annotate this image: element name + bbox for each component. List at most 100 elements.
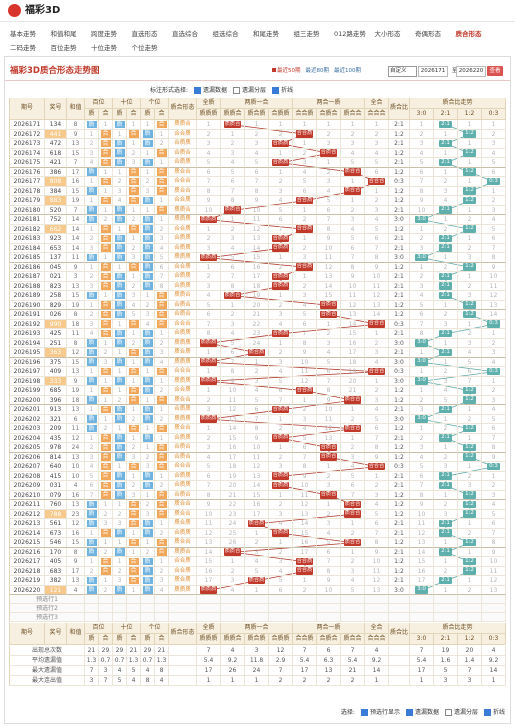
checkbox[interactable] <box>444 709 452 716</box>
to-input[interactable]: 2026220 <box>456 66 486 77</box>
number-cell: 683 <box>45 566 67 576</box>
nav-link[interactable]: 基本走势 <box>10 30 36 38</box>
nav-link[interactable]: 组选综合 <box>212 30 239 38</box>
from-input[interactable]: 2026171 <box>418 66 448 77</box>
hit-label: 质质质 <box>199 586 218 594</box>
logo[interactable]: 福彩3D <box>25 5 61 16</box>
hit-cell: 2:1 <box>434 158 458 168</box>
nav-link[interactable]: 组三走势 <box>293 30 320 38</box>
miss-cell: 6 <box>482 234 506 244</box>
option[interactable]: 遗漏分层 <box>444 708 478 717</box>
form-cell: 质合合 <box>169 186 197 196</box>
view-button[interactable]: 查看 <box>487 66 503 76</box>
checkbox[interactable] <box>360 709 368 716</box>
nav-link[interactable]: 大小形态 <box>374 30 401 38</box>
hit-label: 合质合 <box>319 453 338 461</box>
nav-link[interactable]: 直选形态 <box>131 30 158 38</box>
stats-cell: 21 <box>127 646 141 656</box>
form-cell: 合质质 <box>169 329 197 339</box>
nav-link[interactable]: 跨度走势 <box>91 30 117 38</box>
hit-label: 2:1 <box>439 434 452 442</box>
hit-cell: 0:3 <box>482 177 506 187</box>
option[interactable]: 折线 <box>272 86 293 95</box>
period-link[interactable]: 最近50期 <box>272 67 301 76</box>
miss-cell: 2 <box>458 281 482 291</box>
checkbox[interactable] <box>233 87 241 94</box>
nav-link[interactable]: 012路走势 <box>334 30 366 38</box>
checkbox[interactable] <box>272 87 280 94</box>
sum-cell: 15 <box>67 357 85 367</box>
option[interactable]: 遗漏分层 <box>233 86 266 95</box>
form-cell: 合质质 <box>169 471 197 481</box>
hit-cell: 质 <box>141 129 155 139</box>
period-select[interactable]: 自定义 <box>388 66 417 77</box>
miss-cell: 9 <box>197 196 221 206</box>
preview-cell <box>113 604 127 613</box>
miss-cell: 1 <box>141 120 155 130</box>
hit-label: 质 <box>114 481 125 490</box>
miss-cell: 1 <box>155 376 169 386</box>
nav-link[interactable]: 奇偶形态 <box>415 30 441 38</box>
preview-cell <box>113 595 127 604</box>
option-label: 遗漏数据 <box>203 87 228 94</box>
hit-cell: 合 <box>155 148 169 158</box>
miss-cell: 10 <box>365 272 389 282</box>
preview-cell <box>127 613 141 622</box>
miss-cell: 6 <box>365 424 389 434</box>
miss-cell: 3 <box>155 234 169 244</box>
hit-label: 2:1 <box>439 158 452 167</box>
nav-link[interactable]: 百位走势 <box>50 44 77 52</box>
nav-link[interactable]: 质合形态 <box>455 30 482 38</box>
hit-label: 合 <box>128 510 139 518</box>
miss-cell: 1 <box>99 500 113 510</box>
miss-cell: 5 <box>269 576 293 586</box>
stats-cell: 4 <box>482 646 506 656</box>
period-links: 最近50期 最近80期 最近100期 <box>272 67 361 76</box>
option[interactable]: 预选行显示 <box>360 708 400 717</box>
hit-label: 合 <box>128 424 139 433</box>
column-header: 百位 <box>85 623 113 634</box>
period-link[interactable]: 最近100期 <box>334 68 361 74</box>
hit-label: 质 <box>86 548 97 556</box>
number-cell: 386 <box>45 167 67 177</box>
option[interactable]: 遗漏数据 <box>194 86 227 95</box>
miss-cell: 1 <box>458 462 482 472</box>
stats-cell: 17 <box>197 666 221 676</box>
miss-cell: 7 <box>293 329 317 339</box>
sum-cell: 9 <box>67 376 85 386</box>
miss-cell: 4 <box>245 386 269 396</box>
miss-cell: 2 <box>269 452 293 462</box>
option[interactable]: 折线 <box>483 708 505 717</box>
nav-link[interactable]: 十位走势 <box>91 44 117 52</box>
miss-cell: 1 <box>410 386 434 396</box>
miss-cell: 8 <box>410 329 434 339</box>
period-link[interactable]: 最近80期 <box>305 68 330 74</box>
miss-cell: 1 <box>197 262 221 272</box>
number-cell: 170 <box>45 547 67 557</box>
nav-link[interactable]: 二码走势 <box>10 44 36 52</box>
issue-cell: 2026189 <box>9 291 45 301</box>
miss-cell: 1 <box>197 120 221 130</box>
preview-cell <box>482 613 506 622</box>
hit-cell: 质质质 <box>197 585 221 595</box>
checkbox[interactable] <box>194 87 202 94</box>
hit-label: 质 <box>86 358 97 366</box>
miss-cell: 5 <box>85 471 99 481</box>
sub-header: 合 <box>127 109 141 120</box>
nav-link[interactable]: 个位走势 <box>131 44 158 52</box>
hit-cell: 合 <box>99 281 113 291</box>
checkbox[interactable] <box>483 709 491 716</box>
miss-cell: 1 <box>269 490 293 500</box>
miss-cell: 4 <box>141 319 155 329</box>
ratio-cell: 1:2 <box>389 262 410 272</box>
hit-cell: 质合合 <box>341 538 365 548</box>
checkbox[interactable] <box>405 709 413 716</box>
miss-cell: 1 <box>293 272 317 282</box>
option[interactable]: 遗漏数据 <box>405 708 439 717</box>
nav-link[interactable]: 和值和尾 <box>50 30 77 38</box>
nav-link[interactable]: 直选综合 <box>172 30 198 38</box>
nav-link[interactable]: 和尾走势 <box>253 30 279 38</box>
miss-cell: 4 <box>365 500 389 510</box>
miss-cell: 3 <box>245 139 269 149</box>
column-header: 两合一质 <box>293 98 365 109</box>
